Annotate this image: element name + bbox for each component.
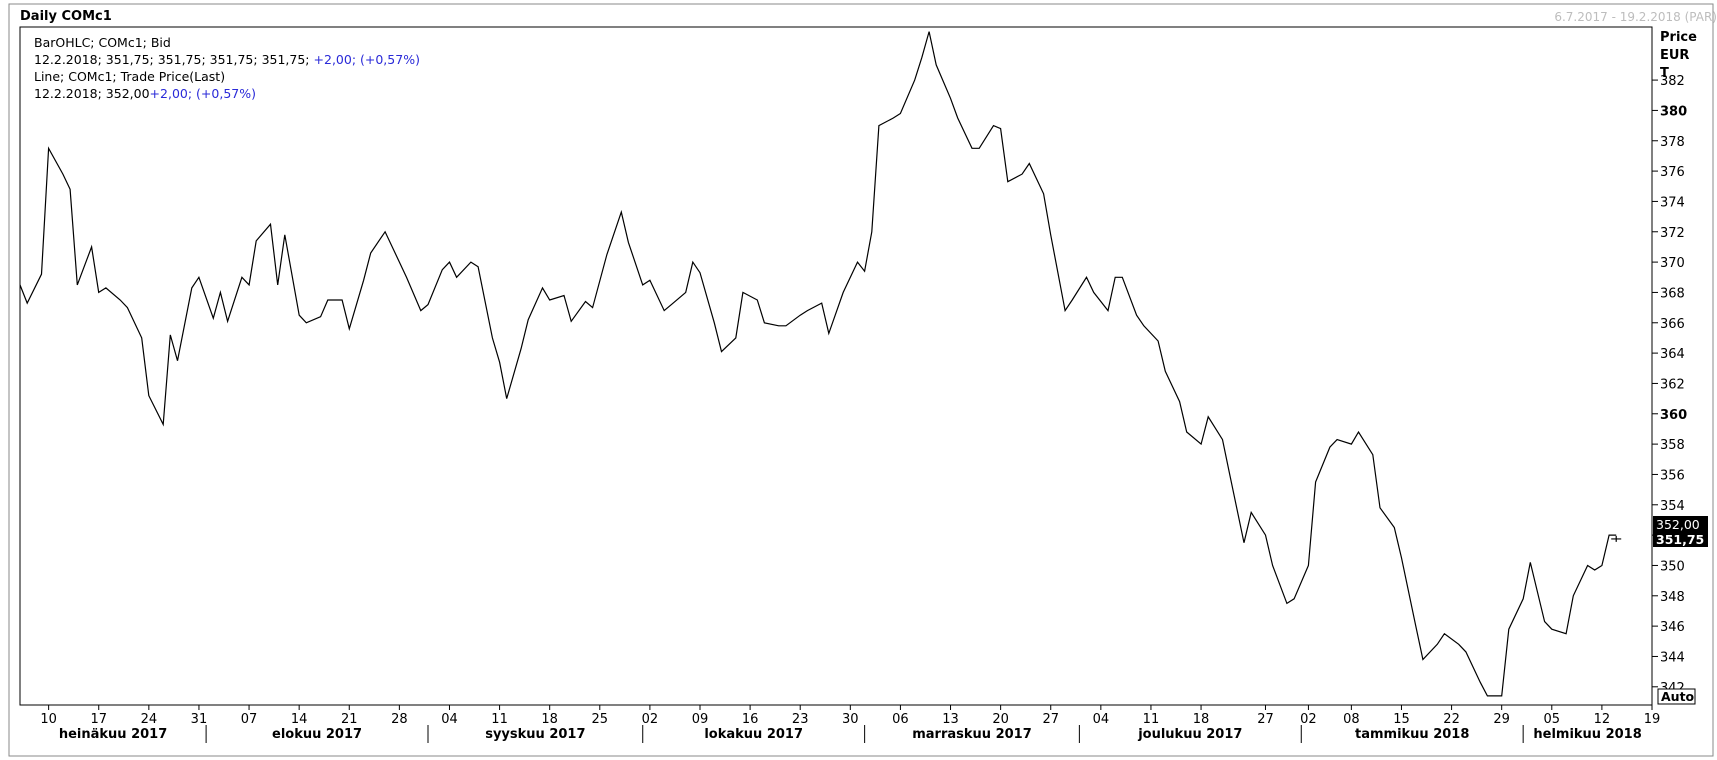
x-tick-label: 08	[1343, 712, 1360, 727]
month-label: joulukuu 2017	[1137, 727, 1242, 742]
y-tick-label: 364	[1660, 347, 1685, 362]
x-tick-label: 11	[491, 712, 508, 727]
x-tick-label: 05	[1544, 712, 1561, 727]
x-tick-label: 24	[141, 712, 158, 727]
x-tick-label: 27	[1257, 712, 1274, 727]
x-tick-label: 27	[1042, 712, 1059, 727]
x-tick-label: 02	[642, 712, 659, 727]
y-axis-title-line-2: EUR	[1660, 48, 1689, 63]
y-axis-title-line-1: Price	[1660, 30, 1697, 45]
y-tick-label: 346	[1660, 620, 1685, 635]
y-tick-label: 350	[1660, 559, 1685, 574]
y-tick-label: 380	[1660, 104, 1687, 119]
y-tick-label: 370	[1660, 256, 1685, 271]
x-tick-label: 15	[1393, 712, 1410, 727]
x-tick-label: 21	[341, 712, 358, 727]
y-tick-label: 354	[1660, 499, 1685, 514]
y-tick-label: 358	[1660, 438, 1685, 453]
y-axis: 3423443463483503523543563583603623643663…	[1652, 74, 1687, 696]
y-tick-label: 356	[1660, 468, 1685, 483]
legend-bar-values-row: 12.2.2018; 351,75; 351,75; 351,75; 351,7…	[34, 51, 420, 68]
y-tick-label: 372	[1660, 226, 1685, 241]
x-axis: 10 17 24 31 07 14 21 28 04 11 18 25 02 09 16 23 30 06 13 20…	[40, 705, 1660, 743]
date-range-label: 6.7.2017 - 19.2.2018 (PAR)	[1554, 10, 1717, 24]
x-tick-label: 06	[892, 712, 909, 727]
y-tick-label: 348	[1660, 590, 1685, 605]
x-tick-label: 11	[1143, 712, 1160, 727]
x-tick-label: 18	[1193, 712, 1210, 727]
chart-legend: BarOHLC; COMc1; Bid 12.2.2018; 351,75; 3…	[34, 34, 420, 102]
month-label: lokakuu 2017	[704, 727, 803, 742]
x-tick-label: 04	[441, 712, 458, 727]
x-tick-label: 13	[942, 712, 959, 727]
x-tick-label: 12	[1594, 712, 1611, 727]
y-tick-label: 366	[1660, 317, 1685, 332]
legend-line-values-row: 12.2.2018; 352,00+2,00; (+0,57%)	[34, 85, 420, 102]
x-tick-label: 09	[692, 712, 709, 727]
x-tick-label: 14	[291, 712, 308, 727]
price-line	[19, 31, 1617, 697]
auto-scale-label: Auto	[1661, 689, 1695, 704]
y-tick-label: 376	[1660, 165, 1685, 180]
y-tick-label: 362	[1660, 377, 1685, 392]
x-tick-label: 22	[1443, 712, 1460, 727]
x-tick-label: 04	[1093, 712, 1110, 727]
x-tick-label: 18	[541, 712, 558, 727]
legend-bar-values: 12.2.2018; 351,75; 351,75; 351,75; 351,7…	[34, 52, 310, 67]
last-price-marker	[1611, 535, 1622, 542]
month-label: syyskuu 2017	[485, 727, 585, 742]
legend-line-values: 12.2.2018; 352,00	[34, 86, 150, 101]
y-axis-title-line-3: T	[1660, 66, 1669, 81]
legend-line-change: +2,00; (+0,57%)	[149, 86, 256, 101]
x-tick-label: 02	[1300, 712, 1317, 727]
bid-price-label: 351,75	[1656, 532, 1704, 547]
x-tick-label: 25	[592, 712, 609, 727]
month-label: elokuu 2017	[272, 727, 362, 742]
auto-scale-button[interactable]: Auto	[1657, 688, 1696, 705]
trade-price-badge	[1653, 516, 1708, 547]
y-axis-title: Price EUR T	[1660, 30, 1697, 81]
x-tick-label: 19	[1644, 712, 1661, 727]
y-tick-label: 382	[1660, 74, 1685, 89]
month-label: helmikuu 2018	[1533, 727, 1641, 742]
x-tick-label: 31	[191, 712, 208, 727]
chart-title: Daily COMc1	[20, 9, 112, 24]
x-tick-label: 17	[90, 712, 107, 727]
month-label: marraskuu 2017	[912, 727, 1032, 742]
outer-border	[8, 3, 1714, 757]
y-tick-label: 378	[1660, 135, 1685, 150]
x-tick-label: 29	[1493, 712, 1510, 727]
auto-scale-box	[1657, 688, 1696, 705]
x-tick-label: 16	[742, 712, 759, 727]
legend-line-series: Line; COMc1; Trade Price(Last)	[34, 69, 226, 84]
x-tick-label: 23	[792, 712, 809, 727]
x-tick-label: 10	[40, 712, 57, 727]
legend-bar-change: +2,00; (+0,57%)	[313, 52, 420, 67]
x-tick-label: 20	[992, 712, 1009, 727]
month-label: tammikuu 2018	[1355, 727, 1469, 742]
y-tick-label: 360	[1660, 408, 1687, 423]
plot-area	[19, 26, 1653, 706]
x-tick-label: 07	[241, 712, 258, 727]
legend-bar-series: BarOHLC; COMc1; Bid	[34, 35, 171, 50]
y-tick-label: 374	[1660, 195, 1685, 210]
y-tick-label: 344	[1660, 650, 1685, 665]
month-label: heinäkuu 2017	[59, 727, 167, 742]
trade-price-label: 352,00	[1656, 517, 1700, 532]
last-price-badges: 352,00 351,75	[1653, 516, 1708, 547]
x-tick-label: 28	[391, 712, 408, 727]
x-tick-label: 30	[842, 712, 859, 727]
y-tick-label: 368	[1660, 286, 1685, 301]
